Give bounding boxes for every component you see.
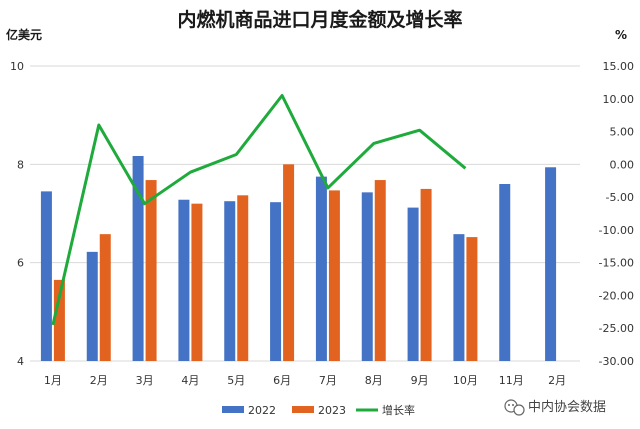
bar-2023 (53, 279, 65, 361)
bar-2023 (420, 188, 432, 361)
right-axis-unit: % (615, 28, 627, 42)
bar-2023 (237, 195, 249, 361)
bar-2023 (466, 237, 478, 361)
bar-2022 (499, 184, 511, 361)
right-tick-label: 5.00 (610, 126, 635, 139)
legend: 2022 2023 增长率 (222, 403, 415, 417)
right-tick-label: -30.00 (599, 355, 634, 368)
x-tick-label: 6月 (273, 374, 291, 387)
watermark: 中内协会数据 (504, 399, 606, 416)
left-tick-label: 10 (10, 60, 24, 73)
bar-2023 (283, 164, 295, 361)
right-tick-label: -20.00 (599, 289, 634, 302)
x-tick-label: 2月 (90, 374, 108, 387)
x-tick-label: 1月 (44, 374, 62, 387)
x-tick-label: 8月 (365, 374, 383, 387)
right-tick-label: -5.00 (606, 191, 634, 204)
legend-swatch-2022 (222, 406, 244, 413)
wechat-icon (504, 399, 525, 416)
right-tick-label: 15.00 (603, 60, 635, 73)
legend-swatch-2023 (292, 406, 314, 413)
x-tick-label: 7月 (319, 374, 337, 387)
x-axis-ticks: 1月 2月 3月 4月 5月 6月 7月 8月 9月 10月 11月 2月 (44, 374, 566, 387)
bar-2022 (132, 155, 144, 361)
left-axis-ticks: 4 6 8 10 (10, 60, 24, 368)
bar-2022 (86, 251, 98, 361)
bar-2023 (191, 203, 203, 361)
x-tick-label: 2月 (548, 374, 566, 387)
bar-2023 (328, 190, 340, 361)
bar-2023 (145, 180, 157, 361)
growth-line (51, 94, 467, 326)
bar-2022 (178, 199, 190, 361)
x-tick-label: 3月 (136, 374, 154, 387)
bar-2022 (453, 234, 465, 361)
legend-label: 2022 (248, 404, 276, 417)
left-tick-label: 6 (17, 257, 24, 270)
bar-2022 (270, 202, 282, 361)
bar-2022 (315, 176, 327, 361)
series-line-growth-rate (51, 94, 467, 326)
bar-2022 (407, 207, 419, 361)
chart-title: 内燃机商品进口月度金额及增长率 (177, 8, 462, 31)
right-tick-label: -25.00 (599, 322, 634, 335)
bar-2023 (99, 234, 111, 361)
x-tick-label: 5月 (227, 374, 245, 387)
gridlines (30, 65, 580, 362)
watermark-text: 中内协会数据 (528, 399, 606, 415)
left-tick-label: 4 (17, 355, 24, 368)
bar-2022 (361, 192, 373, 361)
legend-label: 增长率 (382, 403, 415, 417)
right-tick-label: -15.00 (599, 257, 634, 270)
right-tick-label: 10.00 (603, 93, 635, 106)
right-axis-ticks: -30.00 -25.00 -20.00 -15.00 -10.00 -5.00 0.00 5… (599, 60, 634, 368)
bar-2023 (374, 180, 386, 361)
bar-2022 (545, 167, 557, 361)
legend-label: 2023 (318, 404, 346, 417)
x-tick-label: 4月 (181, 374, 199, 387)
x-tick-label: 11月 (499, 374, 524, 387)
bars (40, 155, 557, 361)
x-tick-label: 10月 (453, 374, 478, 387)
x-tick-label: 9月 (411, 374, 429, 387)
bar-2022 (40, 191, 52, 361)
left-tick-label: 8 (17, 158, 24, 171)
left-axis-unit: 亿美元 (6, 27, 42, 42)
bar-2022 (224, 201, 236, 361)
right-tick-label: 0.00 (610, 158, 635, 171)
right-tick-label: -10.00 (599, 224, 634, 237)
